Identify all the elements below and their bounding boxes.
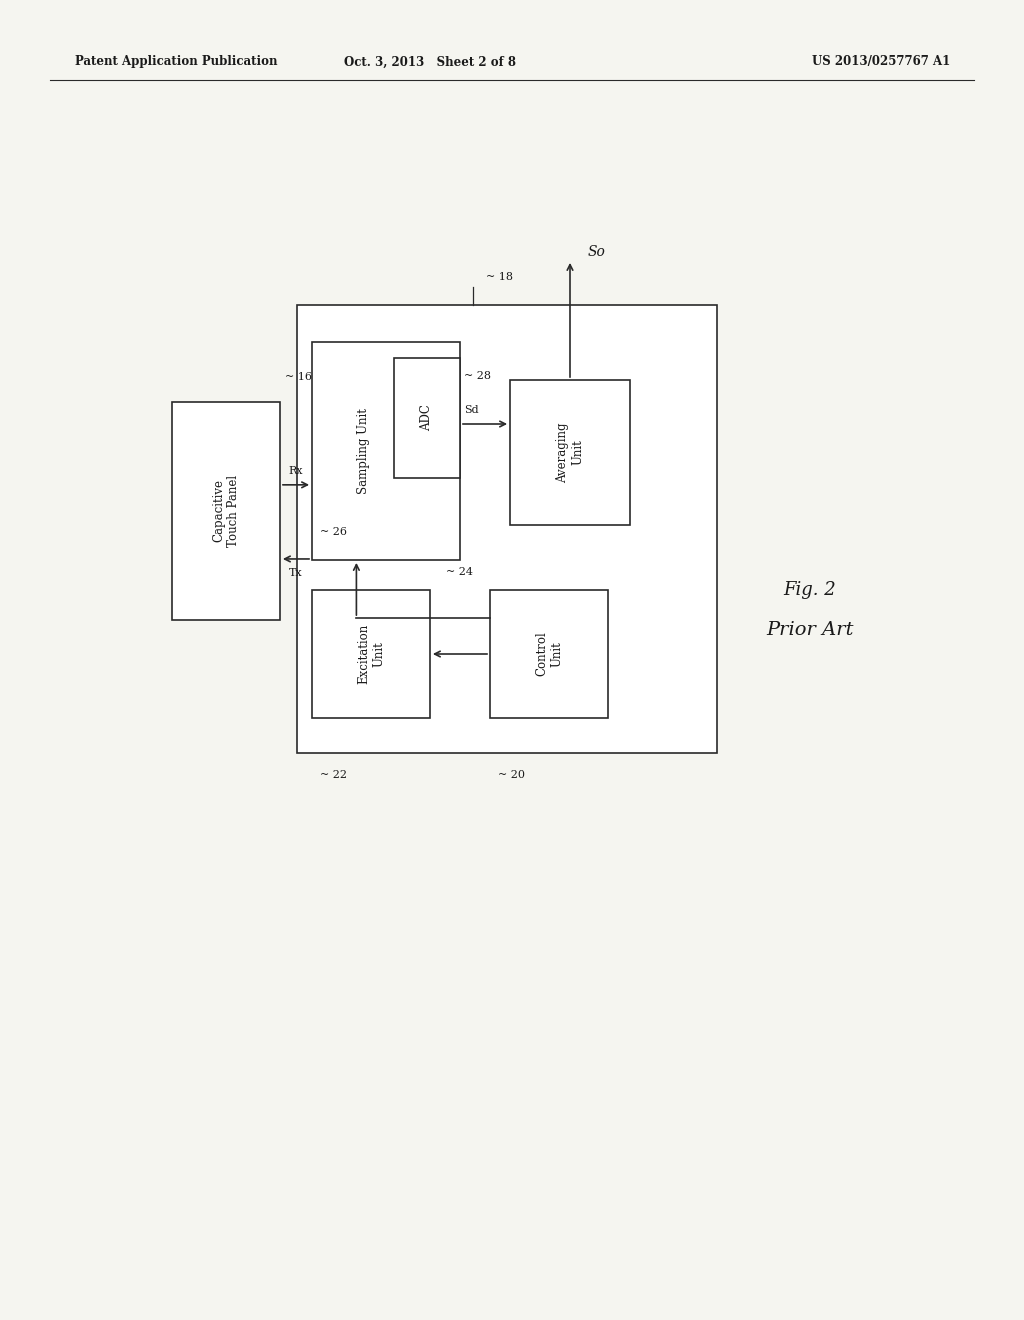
Text: Tx: Tx — [289, 568, 303, 578]
Bar — [312, 590, 430, 718]
Text: ~ 24: ~ 24 — [446, 568, 473, 577]
Text: ~ 20: ~ 20 — [498, 770, 525, 780]
Text: ~ 22: ~ 22 — [319, 770, 347, 780]
Text: Excitation
Unit: Excitation Unit — [357, 624, 385, 684]
Text: US 2013/0257767 A1: US 2013/0257767 A1 — [812, 55, 950, 69]
Text: Capacitive
Touch Panel: Capacitive Touch Panel — [212, 475, 240, 546]
Text: ~ 28: ~ 28 — [464, 371, 490, 381]
Text: ~ 16: ~ 16 — [285, 372, 312, 381]
Bar — [297, 305, 717, 752]
Bar — [312, 342, 460, 560]
Bar — [490, 590, 608, 718]
Bar — [510, 380, 630, 525]
Text: Oct. 3, 2013   Sheet 2 of 8: Oct. 3, 2013 Sheet 2 of 8 — [344, 55, 516, 69]
Text: Averaging
Unit: Averaging Unit — [556, 422, 584, 483]
Text: Sampling Unit: Sampling Unit — [357, 408, 371, 494]
Text: Control
Unit: Control Unit — [535, 632, 563, 676]
Bar — [172, 403, 280, 620]
Bar — [394, 358, 460, 478]
Text: ~ 18: ~ 18 — [486, 272, 513, 282]
Text: Patent Application Publication: Patent Application Publication — [75, 55, 278, 69]
Text: Prior Art: Prior Art — [766, 620, 854, 639]
Text: ADC: ADC — [421, 404, 433, 432]
Text: Rx: Rx — [289, 466, 303, 475]
Text: Fig. 2: Fig. 2 — [783, 581, 837, 599]
Text: So: So — [588, 246, 606, 259]
Text: Sd: Sd — [464, 405, 478, 414]
Text: ~ 26: ~ 26 — [319, 527, 347, 537]
